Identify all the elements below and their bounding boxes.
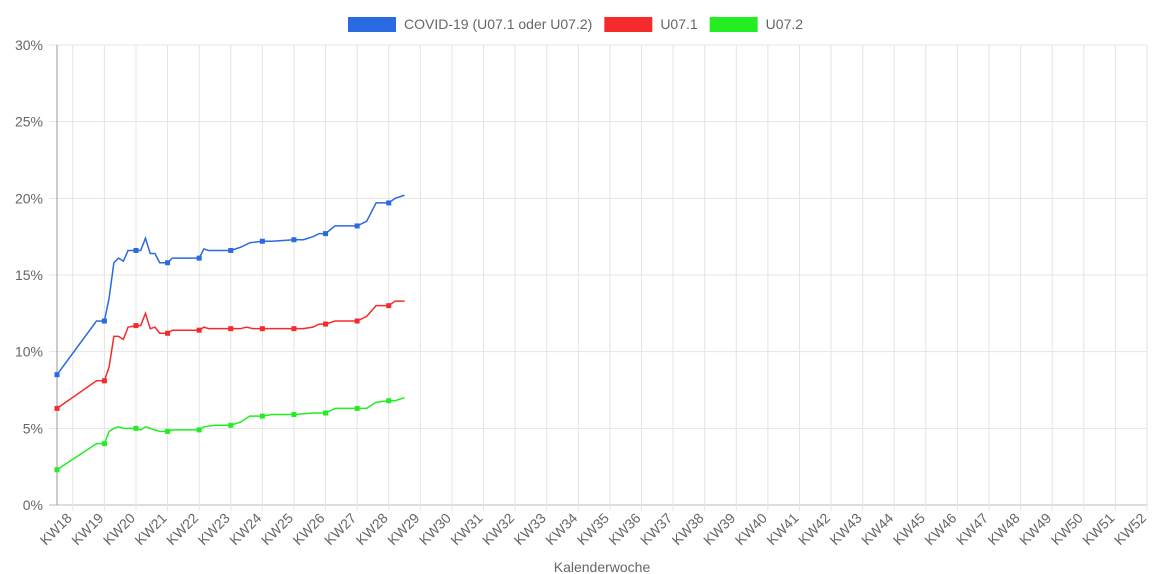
y-tick-label: 25% <box>15 114 43 130</box>
point-marker <box>291 237 297 243</box>
point-marker <box>196 427 202 433</box>
x-tick-label: KW26 <box>289 510 327 548</box>
point-marker <box>291 326 297 332</box>
point-marker <box>259 413 265 419</box>
x-tick-label: KW48 <box>984 510 1022 548</box>
point-marker <box>101 318 107 324</box>
y-tick-label: 5% <box>23 420 43 436</box>
point-marker <box>354 405 360 411</box>
point-marker <box>165 428 171 434</box>
point-marker <box>386 200 392 206</box>
x-tick-label: KW28 <box>353 510 391 548</box>
x-tick-label: KW41 <box>763 510 801 548</box>
x-tick-label: KW35 <box>574 510 612 548</box>
x-tick-label: KW50 <box>1048 510 1086 548</box>
x-tick-label: KW49 <box>1016 510 1054 548</box>
x-tick-label: KW42 <box>795 510 833 548</box>
point-marker <box>101 441 107 447</box>
point-marker <box>354 223 360 229</box>
x-tick-label: KW24 <box>226 510 264 548</box>
point-marker <box>196 327 202 333</box>
legend-label: COVID-19 (U07.1 oder U07.2) <box>404 16 592 32</box>
x-tick-label: KW30 <box>416 510 454 548</box>
y-tick-label: 0% <box>23 497 43 513</box>
point-marker <box>291 412 297 418</box>
x-tick-label: KW39 <box>700 510 738 548</box>
point-marker <box>323 231 329 237</box>
series-line <box>56 300 405 410</box>
x-tick-label: KW40 <box>732 510 770 548</box>
x-tick-label: KW38 <box>669 510 707 548</box>
x-tick-label: KW37 <box>637 510 675 548</box>
legend-label: U07.1 <box>660 16 698 32</box>
legend-swatch <box>709 17 758 32</box>
x-tick-label: KW18 <box>37 510 75 548</box>
point-marker <box>133 425 139 431</box>
y-tick-label: 15% <box>15 267 43 283</box>
x-tick-label: KW45 <box>890 510 928 548</box>
point-marker <box>54 405 60 411</box>
x-tick-label: KW43 <box>827 510 865 548</box>
x-tick-label: KW27 <box>321 510 359 548</box>
legend-swatch <box>348 17 396 32</box>
series-line <box>56 396 405 471</box>
point-marker <box>228 326 234 332</box>
x-tick-label: KW22 <box>163 510 201 548</box>
point-marker <box>165 330 171 336</box>
series-line <box>56 194 405 376</box>
point-marker <box>386 398 392 404</box>
x-tick-label: KW51 <box>1079 510 1117 548</box>
y-tick-label: 30% <box>15 37 43 53</box>
point-marker <box>259 238 265 244</box>
x-tick-label: KW25 <box>258 510 296 548</box>
x-tick-label: KW29 <box>384 510 422 548</box>
point-marker <box>133 323 139 329</box>
x-tick-label: KW47 <box>953 510 991 548</box>
point-marker <box>133 247 139 253</box>
x-tick-label: KW20 <box>100 510 138 548</box>
x-tick-label: KW46 <box>921 510 959 548</box>
point-marker <box>196 255 202 261</box>
point-marker <box>386 303 392 309</box>
x-tick-label: KW19 <box>68 510 106 548</box>
x-tick-label: KW33 <box>511 510 549 548</box>
point-marker <box>259 326 265 332</box>
point-marker <box>323 410 329 416</box>
legend-swatch <box>604 17 653 32</box>
point-marker <box>54 372 60 378</box>
legend-label: U07.2 <box>766 16 804 32</box>
point-marker <box>54 467 60 473</box>
x-tick-label: KW34 <box>542 510 580 548</box>
point-marker <box>323 321 329 327</box>
point-marker <box>228 422 234 428</box>
x-axis-label: Kalenderwoche <box>554 559 651 574</box>
x-tick-label: KW52 <box>1111 510 1149 548</box>
point-marker <box>101 378 107 384</box>
x-tick-label: KW32 <box>479 510 517 548</box>
y-tick-label: 20% <box>15 190 43 206</box>
x-tick-label: KW23 <box>195 510 233 548</box>
point-marker <box>228 247 234 253</box>
point-marker <box>165 260 171 266</box>
x-tick-label: KW44 <box>858 510 896 548</box>
x-tick-label: KW36 <box>605 510 643 548</box>
point-marker <box>354 318 360 324</box>
y-tick-label: 10% <box>15 344 43 360</box>
x-tick-label: KW21 <box>131 510 169 548</box>
x-tick-label: KW31 <box>447 510 485 548</box>
